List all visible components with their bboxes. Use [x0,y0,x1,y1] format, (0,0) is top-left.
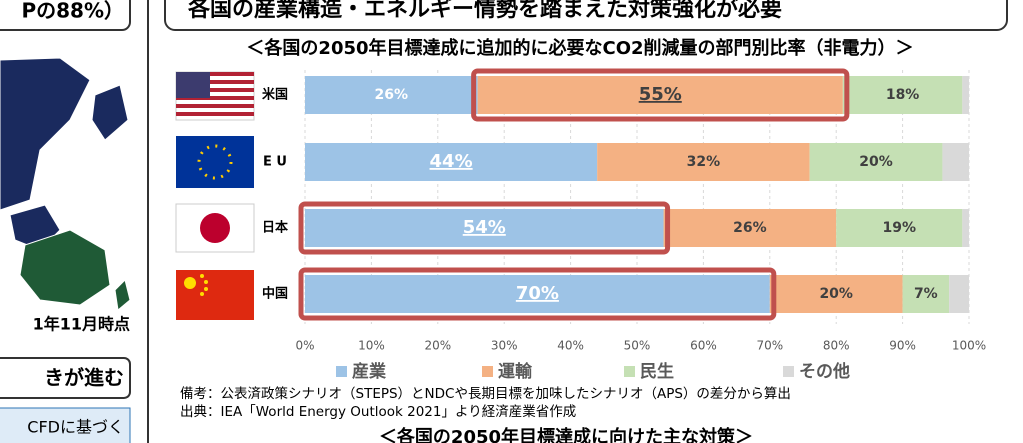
flag-us [175,71,255,121]
category-label: 米国 [262,87,288,103]
bar-segment [305,143,598,181]
bar-segment [809,143,943,181]
value-label: 70% [516,283,559,304]
bar-segment [942,143,969,181]
flag-eu [176,136,254,188]
x-tick-label: 40% [557,339,584,353]
bar-segment [962,209,969,247]
chart-title: ＜各国の2050年目標達成に追加的に必要なCO2削減量の部門別比率（非電力）＞ [246,37,913,59]
legend-swatch [336,366,347,377]
value-label: 44% [430,151,473,172]
value-label: 7% [914,286,938,302]
left-text: CFDに基づく [27,418,124,437]
legend-swatch [482,366,493,377]
x-tick-label: 30% [491,339,518,353]
note: 備考：公表済政策シナリオ（STEPS）とNDCや長期目標を加味したシナリオ（AP… [180,385,791,402]
x-tick-label: 90% [889,339,916,353]
next-section-title: ＜各国の2050年目標達成に向けた主な対策＞ [379,426,753,443]
legend-label: その他 [799,361,850,382]
x-tick-label: 20% [424,339,451,353]
highlight-box [298,267,777,321]
highlight-box [298,201,671,255]
category-label: 日本 [262,220,288,236]
x-tick-label: 100% [952,339,986,353]
map-caption: 1年11月時点 [33,315,130,334]
x-tick-label: 10% [358,339,385,353]
bar-segment [663,209,837,247]
value-label: 32% [687,154,721,170]
value-label: 20% [859,154,893,170]
x-tick-label: 60% [690,339,717,353]
bar-segment [949,275,969,313]
bar-segment [769,275,903,313]
bar-segment [836,209,963,247]
left-text-box [0,407,131,443]
map [0,52,132,311]
value-label: 26% [375,87,409,103]
bar-segment [305,76,478,114]
bar-segment [842,76,963,114]
value-label: 18% [886,87,920,103]
x-tick-label: 70% [756,339,783,353]
value-label: 26% [733,220,767,236]
highlight-box [471,68,850,122]
header-title: 各国の産業構造・エネルギー情勢を踏まえた対策強化が必要 [187,0,782,22]
legend-label: 運輸 [498,361,533,382]
value-label: 19% [883,220,917,236]
legend-swatch [783,366,794,377]
legend-label: 民生 [640,361,674,382]
bar-segment [305,275,770,313]
bar-segment [962,76,969,114]
bar-segment [305,209,664,247]
header-box [164,0,1008,31]
left-heading: きが進む [44,366,124,390]
left-heading-box [0,357,131,399]
category-label: E U [263,155,287,170]
bar-segment [902,275,950,313]
value-label: 54% [463,217,506,238]
source: 出典：IEA「World Energy Outlook 2021」より経済産業省… [180,404,576,420]
x-tick-label: 50% [624,339,651,353]
bar-segment [597,143,810,181]
value-label: 20% [819,286,853,302]
legend-label: 産業 [352,361,386,382]
legend-swatch [624,366,635,377]
flag-japan [175,203,255,253]
left-top-text: Pの88%） [21,0,124,23]
flag-china [176,270,254,320]
bar-segment [477,76,843,114]
x-tick-label: 80% [823,339,850,353]
category-label: 中国 [262,286,288,302]
left-top-box [0,0,131,31]
value-label: 55% [639,84,682,105]
x-tick-label: 0% [295,339,314,353]
